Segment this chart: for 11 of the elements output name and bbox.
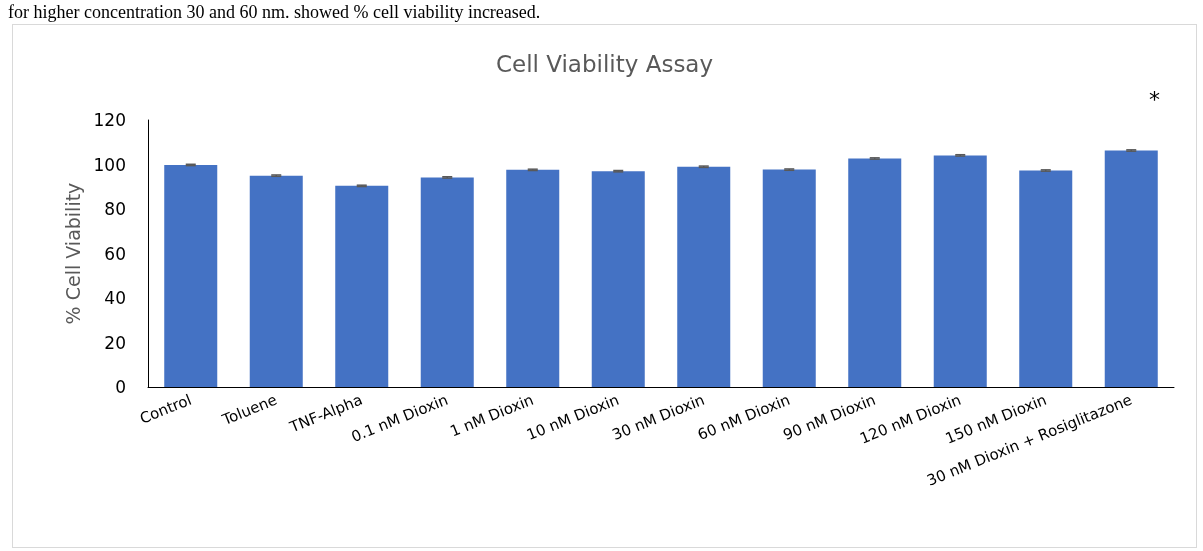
y-tick-label: 100 [93,154,126,175]
text: * [1149,87,1160,112]
y-tick-label: 120 [93,110,126,130]
y-tick-label: 20 [104,332,126,353]
y-tick-label: 60 [104,243,126,264]
y-tick-label: 40 [104,288,126,308]
chart-title: Cell Viability Assay [495,50,714,77]
y-tick-label: 80 [104,199,126,219]
y-axis-title: % Cell Viability [62,182,85,325]
y-tick-label: 0 [115,377,126,397]
text: for higher concentration 30 and 60 nm. showed % cell viability increased. [8,2,541,22]
